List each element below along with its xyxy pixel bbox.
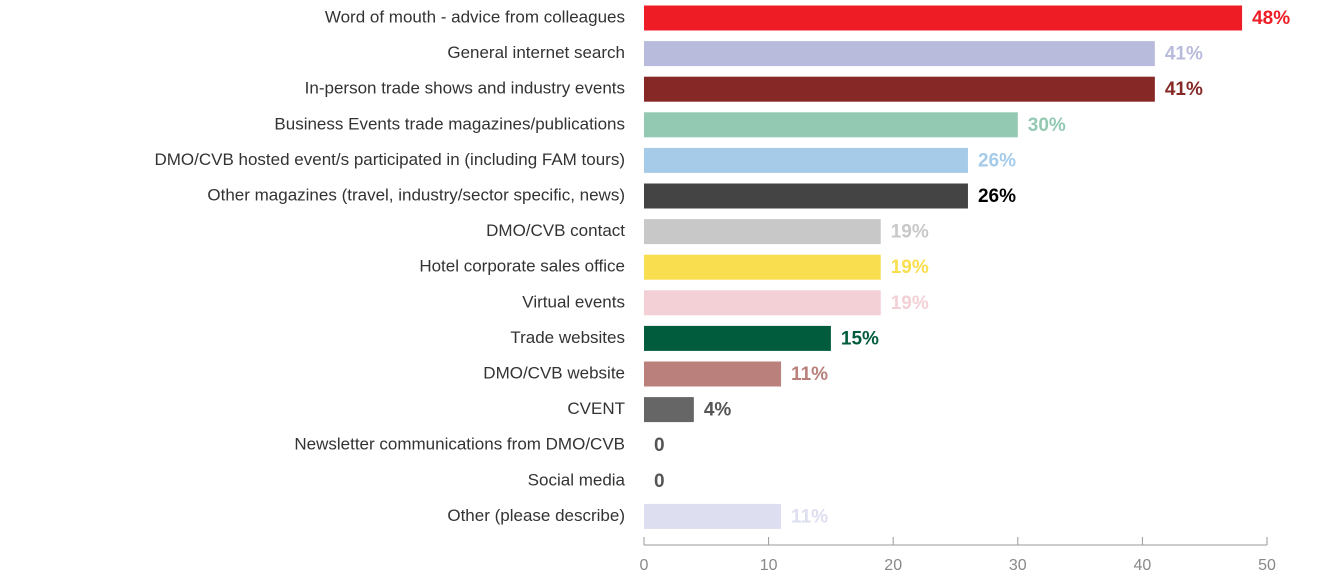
bar [644,503,782,529]
value-label: 11% [791,364,828,385]
value-label: 41% [1165,79,1203,100]
value-label: 41% [1165,44,1203,65]
bar [644,5,1243,31]
value-label: 0 [654,471,665,492]
bar [644,361,782,387]
value-label: 26% [978,150,1016,171]
x-tick-label: 10 [760,557,778,574]
value-label: 19% [891,257,929,278]
category-label: In-person trade shows and industry event… [305,79,625,98]
bar [644,183,968,209]
value-label: 0 [654,435,665,456]
category-label: General internet search [447,43,625,62]
bar [644,112,1018,138]
value-label: 15% [841,328,879,349]
bar [644,76,1155,102]
value-label: 30% [1028,115,1066,136]
x-tick-label: 0 [640,557,649,574]
bar [644,219,881,245]
value-label: 26% [978,186,1016,207]
value-label: 11% [791,506,828,527]
x-tick-label: 50 [1258,557,1276,574]
value-label: 4% [704,400,732,421]
bar [644,325,831,351]
category-label: Word of mouth - advice from colleagues [325,7,625,26]
x-tick-label: 30 [1009,557,1027,574]
bar [644,41,1155,67]
category-label: Virtual events [522,292,625,311]
category-label: DMO/CVB website [483,363,625,382]
category-label: Social media [528,470,626,489]
category-label: Trade websites [510,328,625,347]
x-tick-label: 40 [1134,557,1152,574]
value-label: 19% [891,293,929,314]
value-label: 19% [891,222,929,243]
category-label: DMO/CVB hosted event/s participated in (… [154,150,625,169]
category-label: CVENT [567,399,625,418]
category-label: Business Events trade magazines/publicat… [274,114,625,133]
bar [644,147,968,173]
category-label: Other magazines (travel, industry/sector… [207,185,625,204]
category-label: Hotel corporate sales office [419,257,625,276]
bar [644,290,881,316]
bar [644,397,694,423]
category-label: Other (please describe) [447,506,625,525]
category-label: Newsletter communications from DMO/CVB [294,435,625,454]
category-label: DMO/CVB contact [486,221,625,240]
value-label: 48% [1252,8,1290,29]
bar [644,254,881,280]
x-tick-label: 20 [884,557,902,574]
